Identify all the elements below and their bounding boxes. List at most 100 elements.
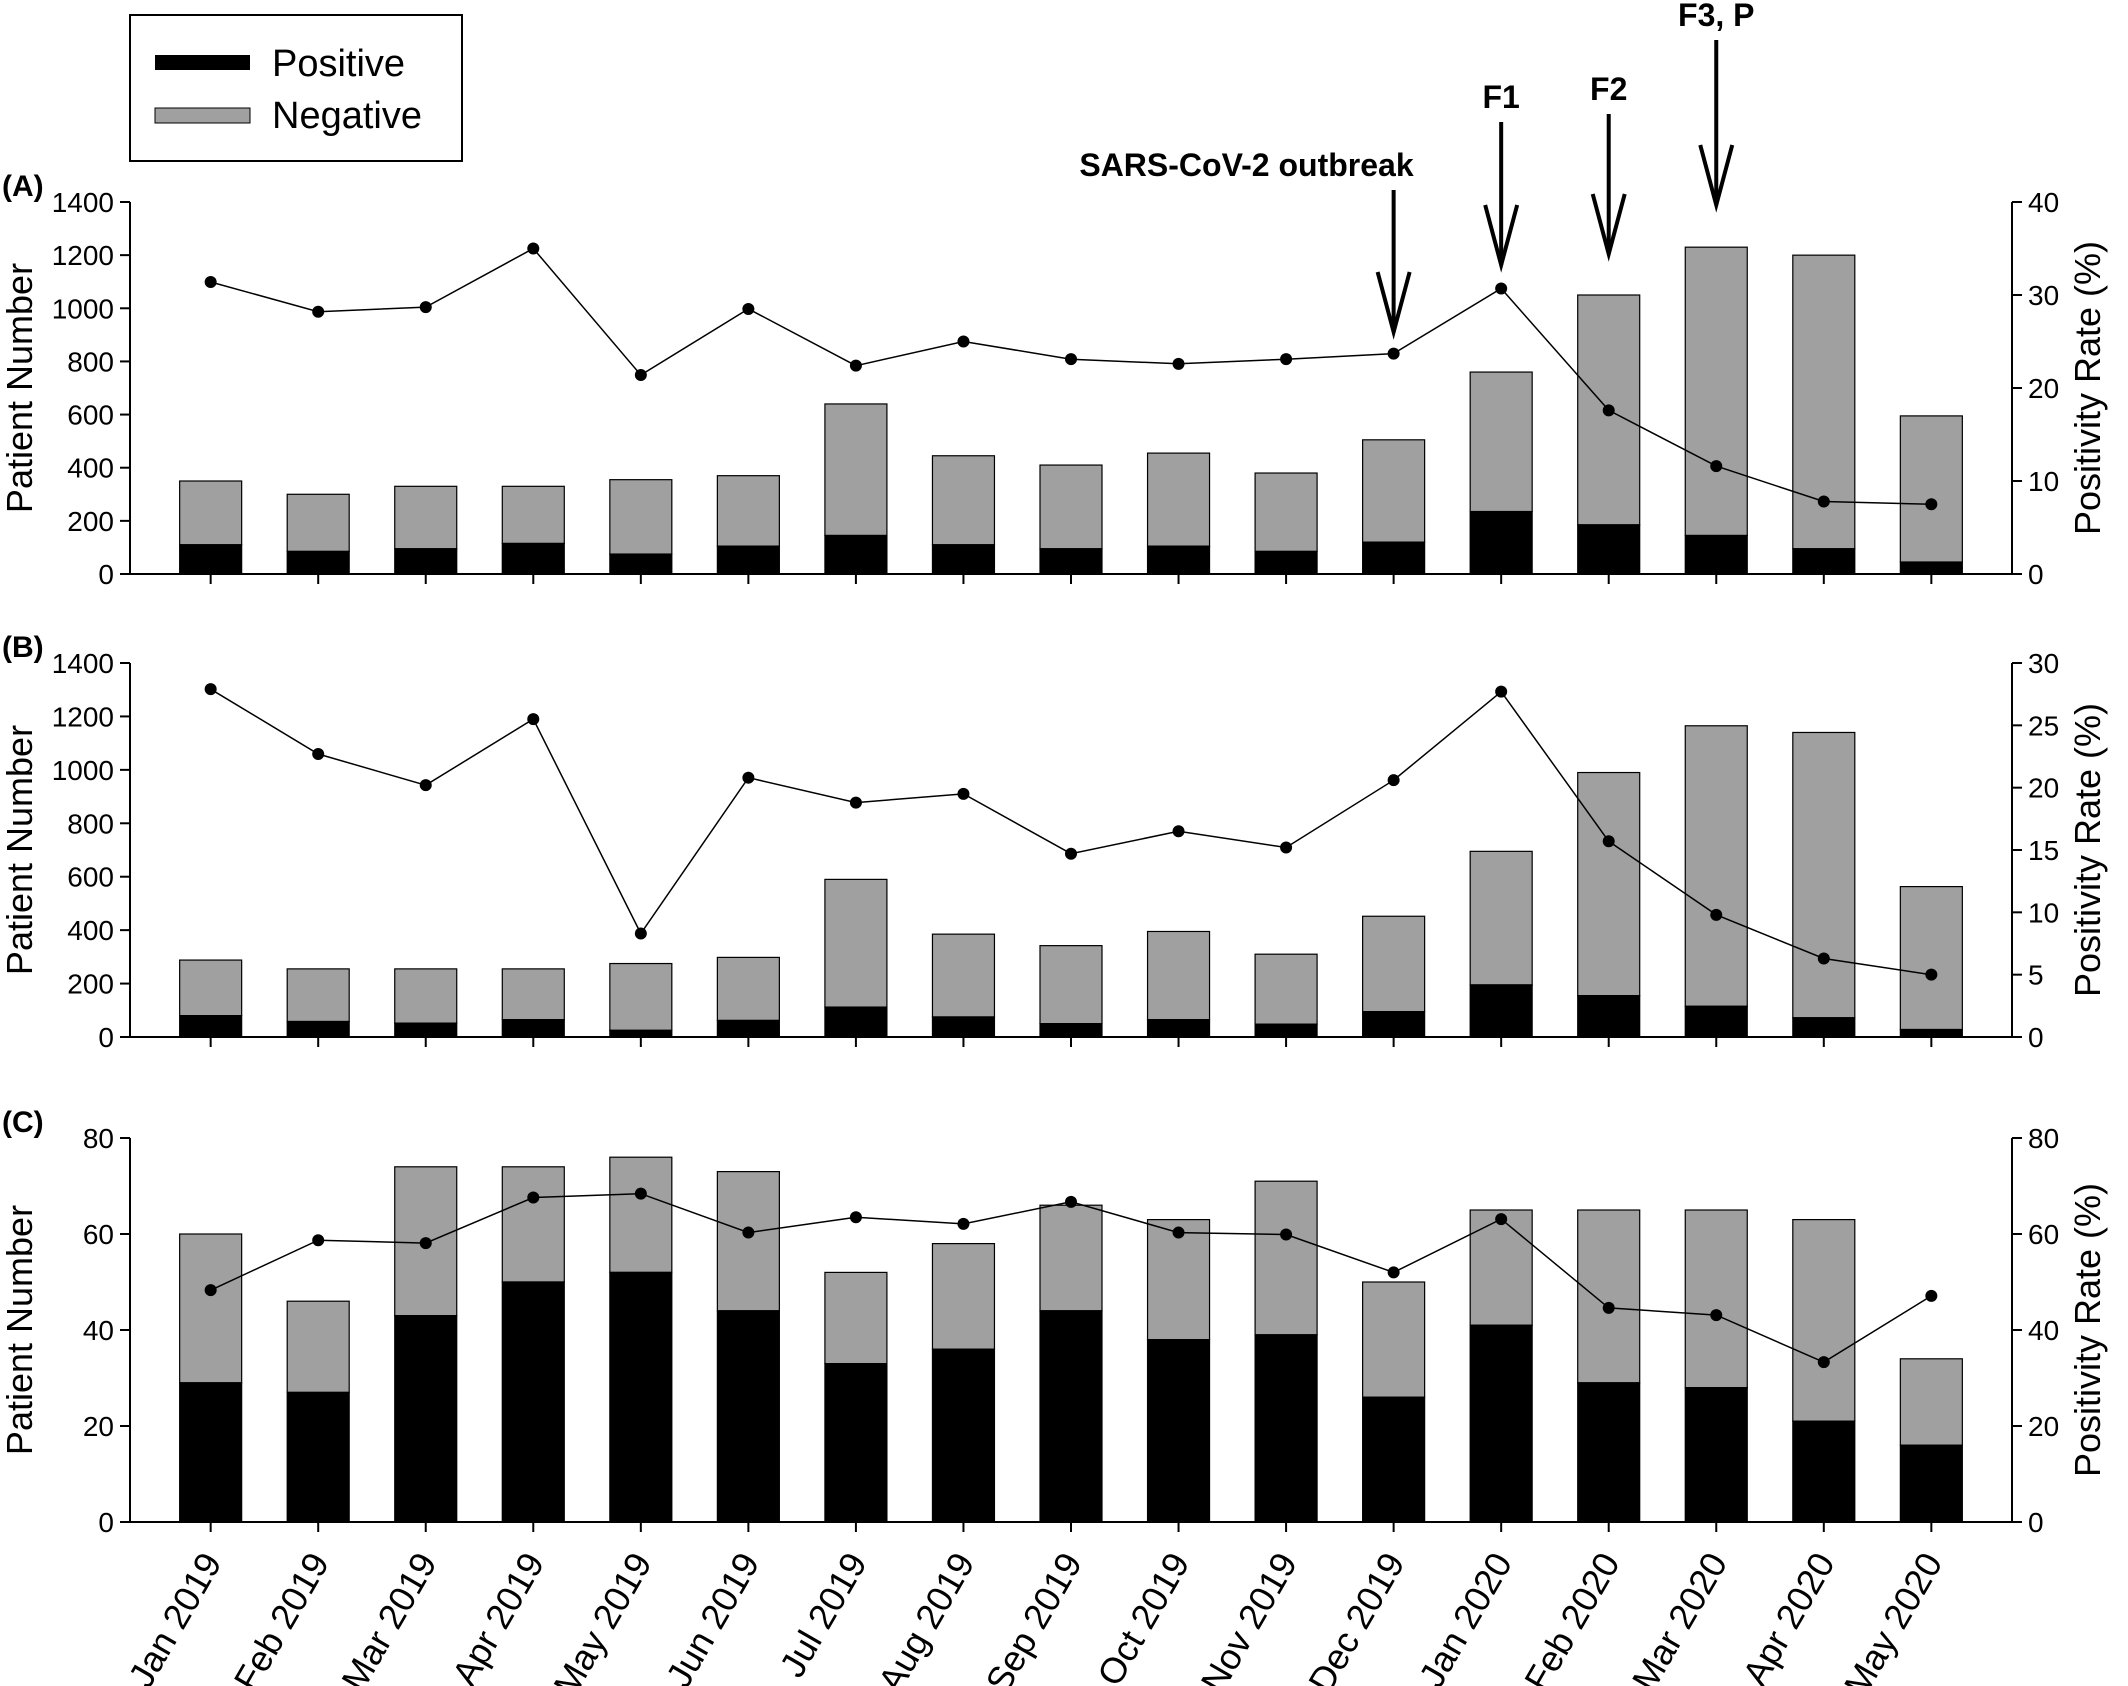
annotations: SARS-CoV-2 outbreak F1 F2 F3, P: [1079, 0, 1754, 340]
panel-b-bar-positive-nov-2019: [1254, 1023, 1318, 1038]
panel-b-ytick-label-0: 0: [98, 1022, 114, 1053]
panel-a-point-jan-2019: [204, 275, 217, 288]
chart-panels: 0200400600800100012001400010203040Patien…: [0, 170, 2108, 1538]
panel-a-bar-positive-nov-2019: [1254, 550, 1318, 575]
panel-a-point-may-2020: [1925, 498, 1938, 511]
panel-b-y2tick-label-10: 10: [2028, 897, 2059, 928]
panel-c-bar-negative-jul-2019: [824, 1271, 888, 1365]
panel-c: 0 20 40 60 80 0 20 40 60 80 Patient Number Positivi…: [0, 1106, 2108, 1538]
panel-a-bar-negative-dec-2019: [1362, 439, 1426, 543]
panel-b-bar-positive-jan-2020: [1469, 984, 1533, 1038]
panel-b-bar-positive-jun-2019: [716, 1019, 780, 1038]
x-label-dec-2019: Dec 2019: [1300, 1546, 1413, 1686]
annotation-f1-arrow-head: [1483, 204, 1520, 273]
panel-b-bar-negative-apr-2019: [501, 968, 565, 1021]
panel-a-ylabel: Patient Number: [0, 263, 40, 513]
panel-c-bar-negative-apr-2020: [1792, 1218, 1856, 1422]
panel-a-bar-positive-apr-2019: [501, 542, 565, 575]
panel-a-point-may-2019: [634, 368, 647, 381]
panel-b-ylabel: Patient Number: [0, 725, 40, 975]
panel-b-ytick-label-800: 800: [67, 808, 114, 839]
panel-a-bar-negative-may-2019: [609, 479, 673, 555]
panel-b-y2tick-label-25: 25: [2028, 710, 2059, 741]
panel-c-bar-positive-sep-2019: [1039, 1310, 1103, 1523]
panel-b-y2tick-label-30: 30: [2028, 648, 2059, 679]
panel-a-bar-negative-jan-2019: [179, 480, 243, 546]
panel-c-point-may-2020: [1925, 1289, 1938, 1302]
panel-b-point-nov-2019: [1280, 841, 1293, 854]
panel-b-ytick-label-200: 200: [67, 969, 114, 1000]
panel-a-bar-positive-mar-2020: [1684, 534, 1748, 575]
panel-c-bar-negative-sep-2019: [1039, 1204, 1103, 1312]
panel-c-bar-positive-jul-2019: [824, 1362, 888, 1523]
x-label-may-2019: May 2019: [545, 1546, 660, 1686]
x-label-jun-2019: Jun 2019: [658, 1546, 768, 1686]
panel-c-point-oct-2019: [1172, 1226, 1185, 1239]
panel-a-point-sep-2019: [1065, 353, 1077, 366]
panel-b-bar-positive-apr-2020: [1792, 1017, 1856, 1038]
panel-a-y2tick-label-0: 0: [2028, 559, 2044, 590]
panel-c-point-sep-2019: [1065, 1195, 1077, 1208]
panel-b-bar-positive-apr-2019: [501, 1019, 565, 1038]
panel-b-point-jul-2019: [849, 796, 862, 809]
panel-b-bar-positive-jan-2019: [179, 1015, 243, 1038]
x-label-jan-2020: Jan 2020: [1411, 1546, 1521, 1686]
panel-b-bar-negative-oct-2019: [1146, 930, 1211, 1021]
panel-c-bar-negative-aug-2019: [931, 1242, 996, 1350]
legend-box: [129, 14, 463, 162]
x-label-apr-2020: Apr 2020: [1734, 1546, 1843, 1686]
panel-a-ytick-label-1200: 1200: [52, 240, 114, 271]
panel-b-bar-negative-apr-2020: [1792, 731, 1856, 1019]
panel-c-bar-negative-dec-2019: [1362, 1281, 1426, 1398]
panel-a-point-aug-2019: [957, 335, 970, 348]
panel-a-y2tick-label-30: 30: [2028, 280, 2059, 311]
panel-b-bar-positive-aug-2019: [931, 1016, 996, 1038]
annotation-sars-cov-2-outbreak: SARS-CoV-2 outbreak: [1079, 147, 1414, 340]
panel-c-y2tick-label-20: 20: [2028, 1411, 2059, 1442]
panel-a-point-apr-2019: [527, 242, 540, 255]
panel-b-bar-negative-jan-2019: [179, 959, 243, 1017]
panel-b-y2tick-label-5: 5: [2028, 960, 2044, 991]
panel-a-bar-positive-may-2019: [609, 553, 673, 575]
panel-a-bar-negative-sep-2019: [1039, 464, 1103, 550]
panel-c-y2tick-label-40: 40: [2028, 1315, 2059, 1346]
panel-c-bar-negative-feb-2019: [286, 1300, 350, 1393]
panel-a-bar-positive-mar-2019: [394, 548, 458, 575]
x-label-mar-2019: Mar 2019: [333, 1546, 445, 1686]
panel-b-point-jun-2019: [742, 771, 755, 784]
panel-a-point-mar-2020: [1710, 460, 1723, 473]
legend-swatch-negative: [154, 107, 251, 124]
panel-c-bar-positive-feb-2020: [1577, 1382, 1641, 1523]
panel-b-bar-negative-feb-2020: [1577, 771, 1641, 997]
panel-a-bar-positive-dec-2019: [1362, 541, 1426, 575]
panel-c-bar-positive-nov-2019: [1254, 1334, 1318, 1523]
annotation-f1-label: F1: [1482, 79, 1519, 115]
panel-b-bar-negative-aug-2019: [931, 933, 996, 1018]
annotation-sars-cov-2-outbreak-label: SARS-CoV-2 outbreak: [1079, 147, 1413, 183]
panel-a-bar-negative-nov-2019: [1254, 472, 1318, 553]
legend-label-positive: Positive: [272, 43, 405, 85]
panel-b-bar-negative-dec-2019: [1362, 915, 1426, 1013]
panel-c-bar-negative-nov-2019: [1254, 1180, 1318, 1336]
annotation-f2: F2: [1590, 71, 1627, 262]
panel-c-label: (C): [2, 1106, 44, 1139]
panel-b-bar-positive-mar-2020: [1684, 1005, 1748, 1038]
x-label-sep-2019: Sep 2019: [977, 1546, 1090, 1686]
legend: Positive Negative: [129, 14, 463, 162]
x-label-feb-2020: Feb 2020: [1516, 1546, 1628, 1686]
annotation-f3-p-arrow-head: [1698, 144, 1735, 213]
panel-a-bar-negative-apr-2019: [501, 485, 565, 545]
panel-b-point-sep-2019: [1065, 847, 1077, 860]
panel-b-bar-positive-sep-2019: [1039, 1023, 1103, 1038]
panel-a-bar-positive-jan-2019: [179, 544, 243, 575]
panel-c-ytick-label-80: 80: [83, 1123, 114, 1154]
panel-b-point-may-2019: [634, 927, 647, 940]
legend-swatch-positive: [155, 55, 250, 70]
panel-b-point-feb-2020: [1602, 835, 1615, 848]
panel-a-point-mar-2019: [419, 301, 432, 314]
panel-b-point-oct-2019: [1172, 825, 1185, 838]
panel-a-bar-positive-apr-2020: [1792, 548, 1856, 575]
panel-b-bar-positive-feb-2020: [1577, 994, 1641, 1038]
panel-c-point-mar-2019: [419, 1237, 432, 1250]
